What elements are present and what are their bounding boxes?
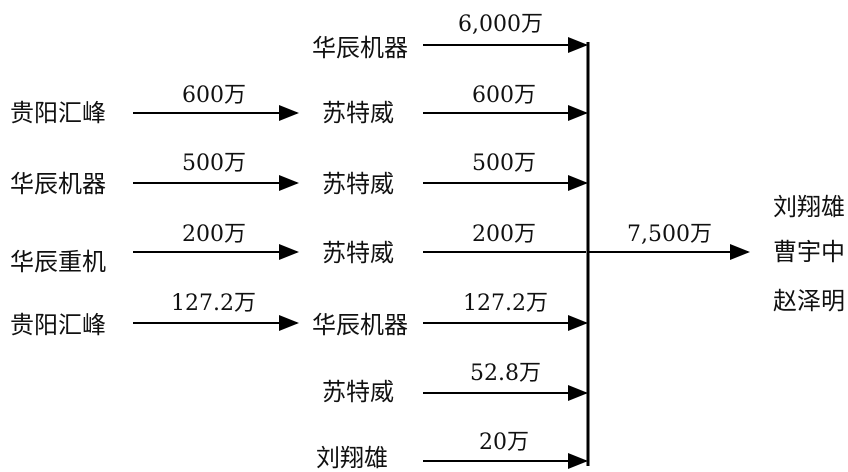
- recipient-3: 赵泽明: [773, 287, 845, 315]
- right-amount-6: 52.8万: [470, 361, 541, 386]
- left-amount-1: 600万: [182, 83, 246, 108]
- left-node-3: 华辰重机: [10, 248, 106, 276]
- left-amount-2: 500万: [182, 151, 246, 176]
- left-amount-3: 200万: [182, 222, 246, 247]
- left-node-1: 贵阳汇峰: [10, 99, 106, 127]
- left-node-2: 华辰机器: [10, 170, 106, 198]
- recipient-1: 刘翔雄: [773, 193, 845, 221]
- right-amount-4: 200万: [472, 222, 536, 247]
- right-amount-2: 600万: [472, 83, 536, 108]
- middle-node-7: 刘翔雄: [316, 444, 388, 472]
- middle-node-6: 苏特威: [322, 378, 394, 406]
- middle-node-1: 华辰机器: [312, 34, 408, 62]
- middle-node-2: 苏特威: [322, 99, 394, 127]
- middle-node-4: 苏特威: [322, 239, 394, 267]
- left-node-4: 贵阳汇峰: [10, 311, 106, 339]
- middle-node-3: 苏特威: [322, 170, 394, 198]
- left-amount-4: 127.2万: [171, 291, 256, 316]
- right-amount-1: 6,000万: [458, 12, 543, 37]
- total-amount: 7,500万: [627, 222, 712, 247]
- right-amount-7: 20万: [479, 430, 529, 455]
- right-amount-3: 500万: [472, 151, 536, 176]
- right-amount-5: 127.2万: [463, 291, 548, 316]
- recipient-2: 曹宇中: [773, 238, 845, 266]
- middle-node-5: 华辰机器: [312, 311, 408, 339]
